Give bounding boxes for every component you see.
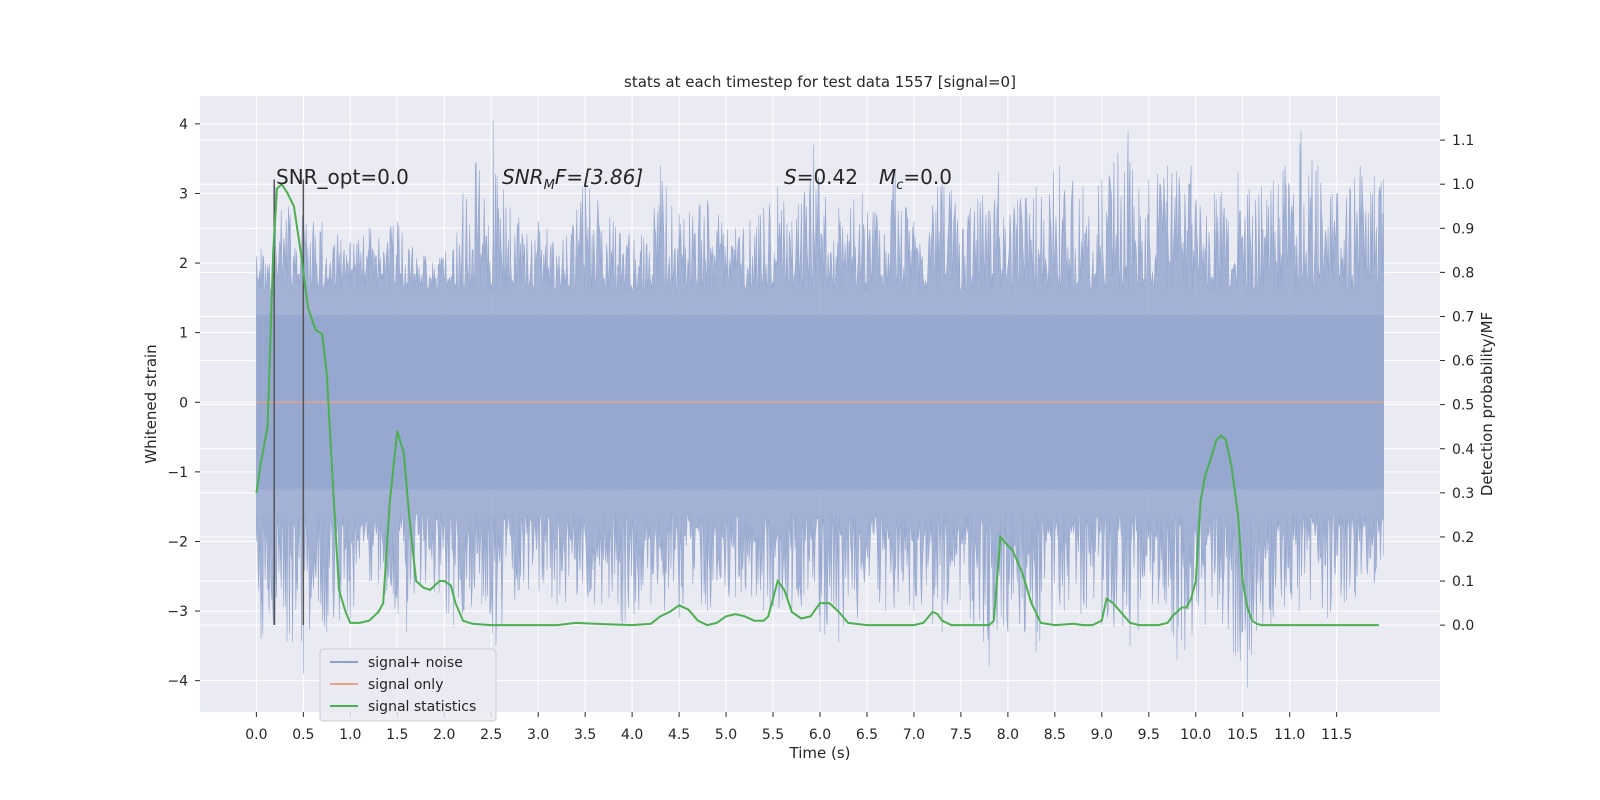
y-tick-label-6: −2 <box>167 534 188 550</box>
y-tick-label-0: 4 <box>179 117 188 133</box>
legend-label-signal: signal only <box>368 677 443 693</box>
x-tick-label-8: 4.0 <box>621 727 643 743</box>
y2-tick-label-1: 1.0 <box>1452 177 1474 193</box>
y-tick-label-7: −3 <box>167 604 188 620</box>
y-tick-label-3: 1 <box>179 326 188 342</box>
y-axis-label: Whitened strain <box>142 344 160 463</box>
annotation-s-rest: =0.42 <box>797 165 858 189</box>
x-tick-label-23: 11.5 <box>1321 727 1352 743</box>
y2-tick-label-6: 0.5 <box>1452 398 1474 414</box>
y-axis-ticks: 4 3 2 1 0 −1 −2 −3 −4 <box>167 117 200 690</box>
y2-tick-label-11: 0.0 <box>1452 618 1474 634</box>
y2-tick-label-10: 0.1 <box>1452 574 1474 590</box>
y-tick-label-2: 2 <box>179 256 188 272</box>
x-tick-label-4: 2.0 <box>433 727 455 743</box>
x-tick-label-19: 9.5 <box>1138 727 1160 743</box>
x-tick-label-18: 9.0 <box>1091 727 1113 743</box>
y2-tick-label-8: 0.3 <box>1452 486 1474 502</box>
x-tick-label-11: 5.5 <box>762 727 784 743</box>
y2-tick-label-2: 0.9 <box>1452 221 1474 237</box>
x-tick-label-2: 1.0 <box>339 727 361 743</box>
legend-label-stat: signal statistics <box>368 699 476 715</box>
x-tick-label-3: 1.5 <box>386 727 408 743</box>
x-axis-ticks: 0.0 0.5 1.0 1.5 2.0 2.5 3.0 3.5 4.0 4.5 5.0 5.5 6.0 6… <box>245 712 1352 743</box>
y2-axis-ticks: 1.1 1.0 0.9 0.8 0.7 0.6 0.5 0.4 0.3 0.2 0.1 0.0 <box>1440 133 1474 634</box>
y2-tick-label-9: 0.2 <box>1452 530 1474 546</box>
y2-tick-label-3: 0.8 <box>1452 265 1474 281</box>
annotation-mc-sub: c <box>896 178 903 193</box>
y2-tick-label-4: 0.7 <box>1452 309 1474 325</box>
y2-tick-label-5: 0.6 <box>1452 354 1474 370</box>
x-tick-label-15: 7.5 <box>950 727 972 743</box>
signal-statistics-line <box>255 182 1379 627</box>
y-tick-label-5: −1 <box>167 465 188 481</box>
x-tick-label-10: 5.0 <box>715 727 737 743</box>
x-tick-label-17: 8.5 <box>1044 727 1066 743</box>
x-tick-label-20: 10.0 <box>1180 727 1211 743</box>
x-tick-label-5: 2.5 <box>480 727 502 743</box>
annotation-mc-rest: =0.0 <box>903 165 952 189</box>
annotation-snr-mf: SNRMF=[3.86] <box>502 165 643 193</box>
legend-box <box>319 648 497 722</box>
y-tick-label-1: 3 <box>179 186 188 202</box>
x-tick-label-6: 3.0 <box>527 727 549 743</box>
x-tick-label-22: 11.0 <box>1274 727 1305 743</box>
annotation-snr-opt: SNR_opt=0.0 <box>276 165 409 189</box>
annotation-mc-main: M <box>879 165 896 189</box>
chart-title: stats at each timestep for test data 155… <box>624 73 1016 91</box>
signal-statistics-series <box>255 182 1379 627</box>
x-tick-label-0: 0.0 <box>245 727 267 743</box>
annotation-snr-mf-sub: M <box>544 178 555 193</box>
y-tick-label-4: 0 <box>179 395 188 411</box>
x-tick-label-9: 4.5 <box>668 727 690 743</box>
y2-tick-label-0: 1.1 <box>1452 133 1474 149</box>
annotation-mc: Mc=0.0 <box>879 165 952 193</box>
legend-label-noise: signal+ noise <box>368 655 463 671</box>
vertical-markers <box>273 179 305 625</box>
annotation-s: S=0.42 <box>784 165 858 189</box>
annotation-snr-mf-rest: F=[3.86] <box>555 165 643 189</box>
y-tick-label-8: −4 <box>167 674 188 690</box>
x-tick-label-1: 0.5 <box>292 727 314 743</box>
y2-axis-label: Detection probability/MF <box>1478 312 1496 496</box>
annotation-s-main: S <box>784 165 797 189</box>
x-tick-label-21: 10.5 <box>1227 727 1258 743</box>
legend: signal+ noise signal only signal statist… <box>319 648 497 722</box>
annotation-snr-mf-main: SNR <box>502 165 544 189</box>
y2-tick-label-7: 0.4 <box>1452 442 1474 458</box>
x-tick-label-16: 8.0 <box>997 727 1019 743</box>
x-tick-label-13: 6.5 <box>856 727 878 743</box>
x-tick-label-7: 3.5 <box>574 727 596 743</box>
x-tick-label-14: 7.0 <box>903 727 925 743</box>
x-axis-label: Time (s) <box>789 744 851 762</box>
x-tick-label-12: 6.0 <box>809 727 831 743</box>
